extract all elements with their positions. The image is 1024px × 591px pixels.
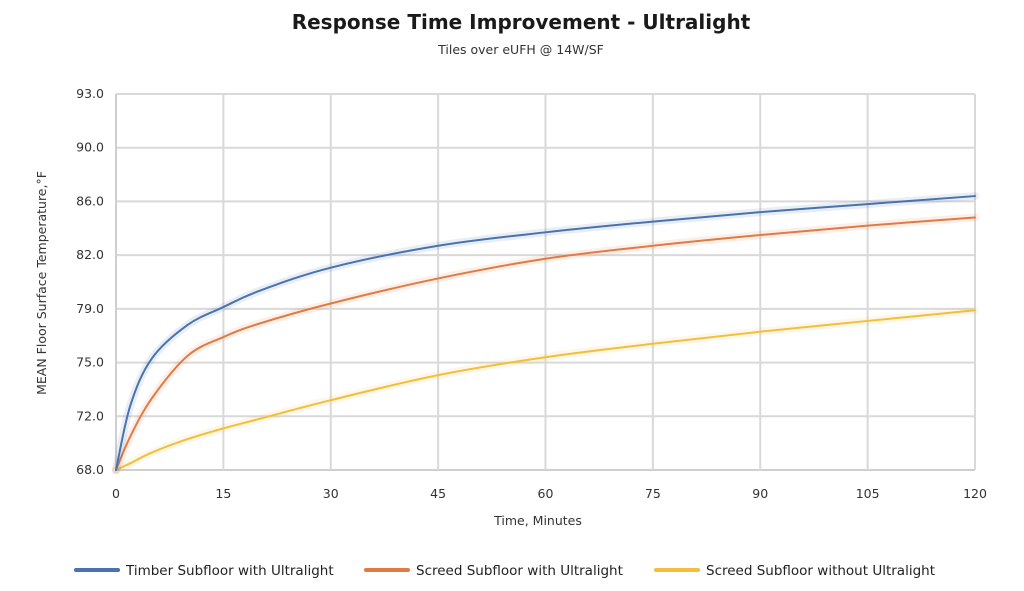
y-tick-label: 79.0: [76, 301, 104, 316]
series-line: [115, 309, 976, 471]
x-tick-label: 0: [112, 486, 120, 501]
y-tick-label: 86.0: [76, 193, 104, 208]
legend-label: Timber Subfloor with Ultralight: [125, 563, 334, 579]
y-tick-label: 93.0: [76, 86, 104, 101]
x-tick-label: 120: [963, 486, 987, 501]
series-line: [115, 216, 976, 471]
grid: [115, 93, 976, 471]
series-line: [115, 195, 976, 471]
x-tick-label: 60: [538, 486, 554, 501]
legend-item: Timber Subfloor with Ultralight: [74, 563, 334, 579]
x-tick-label: 90: [752, 486, 768, 501]
tick-labels: 68.0 72.0 75.0 79.0 82.0 86.0 90.0 93.0 0 15 30 45 6…: [76, 86, 987, 501]
x-tick-label: 45: [430, 486, 446, 501]
x-tick-label: 30: [323, 486, 339, 501]
chart-title: Response Time Improvement - Ultralight: [292, 10, 751, 34]
legend-label: Screed Subfloor without Ultralight: [706, 563, 935, 579]
x-tick-label: 105: [856, 486, 880, 501]
y-tick-label: 72.0: [76, 408, 104, 423]
y-tick-label: 82.0: [76, 247, 104, 262]
legend: Timber Subfloor with Ultralight Screed Su…: [74, 563, 935, 579]
legend-label: Screed Subfloor with Ultralight: [416, 563, 623, 579]
y-tick-label: 68.0: [76, 462, 104, 477]
series-layer: [112, 192, 979, 474]
x-tick-label: 15: [215, 486, 231, 501]
y-tick-label: 75.0: [76, 355, 104, 370]
x-axis-label: Time, Minutes: [493, 513, 582, 528]
y-axis-label: MEAN Floor Surface Temperature,°F: [34, 171, 49, 395]
chart-subtitle: Tiles over eUFH @ 14W/SF: [437, 42, 604, 57]
y-tick-label: 90.0: [76, 140, 104, 155]
x-tick-label: 75: [645, 486, 661, 501]
legend-item: Screed Subfloor with Ultralight: [364, 563, 623, 579]
legend-item: Screed Subfloor without Ultralight: [654, 563, 935, 579]
